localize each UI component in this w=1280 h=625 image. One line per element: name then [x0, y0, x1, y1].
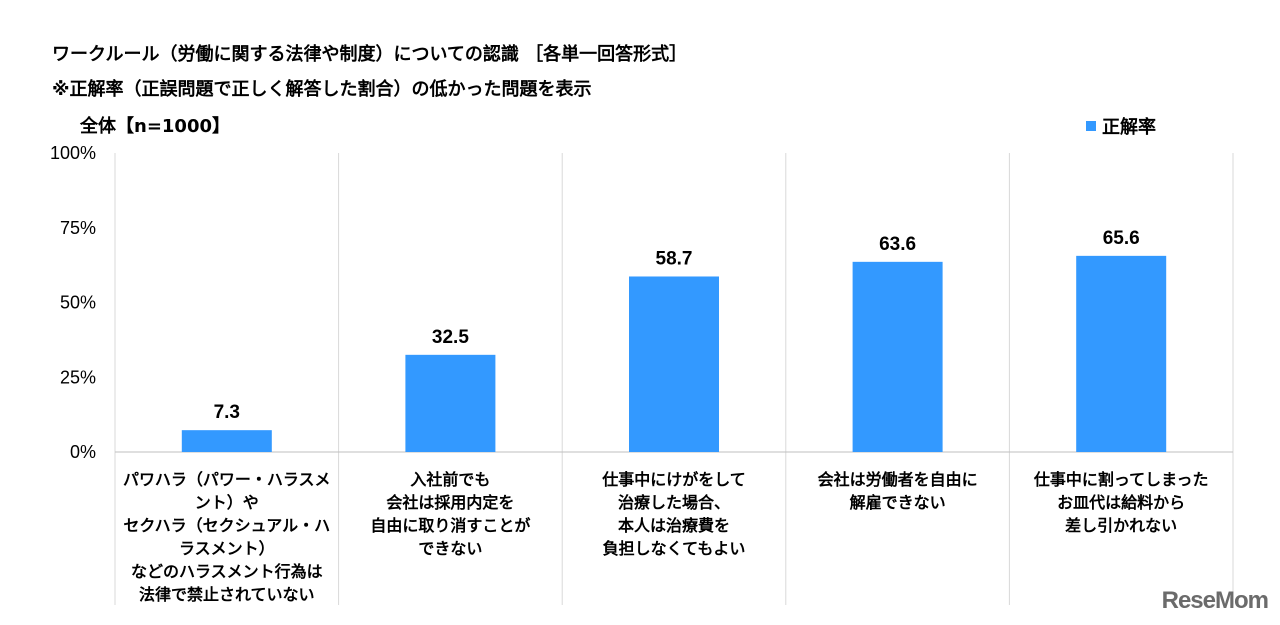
data-label: 63.6 — [879, 234, 916, 255]
chart-title: ワークルール（労働に関する法律や制度）についての認識 ［各単一回答形式］ — [52, 44, 688, 65]
y-tick-label: 50% — [60, 293, 96, 313]
data-label: 7.3 — [214, 402, 240, 423]
y-tick-label: 25% — [60, 367, 96, 387]
bar — [629, 276, 719, 452]
bar — [1076, 255, 1167, 452]
y-tick-label: 100% — [50, 143, 96, 163]
category-label: 仕事中にけがをして 治療した場合、 本人は治療費を 負担しなくてもよい — [602, 470, 746, 558]
legend: 正解率 — [1086, 113, 1156, 139]
bar — [405, 354, 496, 452]
chart-note: ※正解率（正誤問題で正しく解答した割合）の低かった問題を表示 — [52, 79, 592, 100]
data-label: 58.7 — [656, 248, 693, 269]
resemom-logo: ReseMom — [1161, 587, 1269, 614]
y-tick-label: 75% — [60, 218, 96, 238]
legend-label: 正解率 — [1102, 117, 1156, 138]
category-label: 仕事中に割ってしまった お皿代は給料から 差し引かれない — [1033, 470, 1209, 535]
legend-swatch — [1086, 121, 1096, 131]
y-tick-label: 0% — [70, 442, 96, 462]
category-label: 入社前でも 会社は採用内定を 自由に取り消すことが できない — [370, 470, 531, 558]
category-label: パワハラ（パワー・ハラスメント）や セクハラ（セクシュアル・ハラスメント） など… — [123, 470, 331, 604]
category-label: 会社は労働者を自由に 解雇できない — [817, 470, 978, 512]
data-label: 32.5 — [432, 327, 469, 348]
data-label: 65.6 — [1103, 228, 1140, 249]
bar — [181, 430, 272, 452]
bar — [852, 261, 943, 452]
sample-size-label: 全体【n=1000】 — [80, 116, 230, 137]
